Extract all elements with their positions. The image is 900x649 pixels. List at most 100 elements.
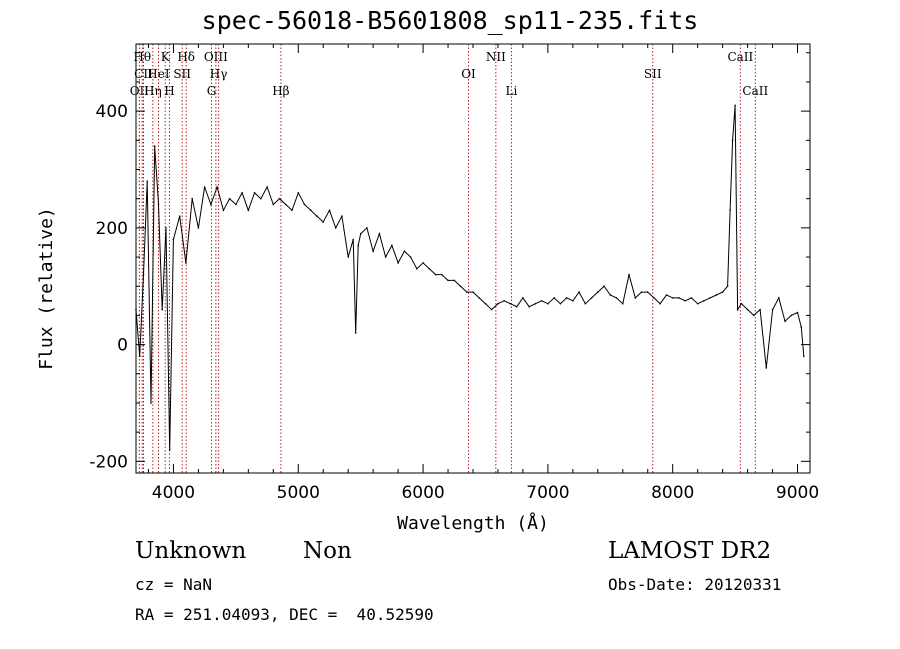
data-point bbox=[228, 197, 231, 200]
data-point bbox=[347, 256, 350, 258]
data-point bbox=[497, 302, 499, 305]
data-point bbox=[216, 186, 218, 188]
data-point bbox=[634, 297, 637, 299]
chart-title: spec-56018-B5601808_sp11-235.fits bbox=[201, 6, 699, 35]
data-point bbox=[522, 297, 524, 299]
line-marker-label: Hδ bbox=[177, 50, 195, 64]
data-point bbox=[328, 209, 331, 212]
data-point bbox=[150, 402, 152, 404]
redshift-cz: cz = NaN bbox=[135, 575, 213, 594]
object-class: Unknown bbox=[135, 538, 247, 564]
data-point bbox=[515, 305, 518, 308]
data-point bbox=[172, 238, 175, 241]
data-point bbox=[278, 197, 281, 200]
data-point bbox=[434, 273, 437, 276]
data-point bbox=[384, 256, 387, 258]
data-point bbox=[459, 285, 462, 288]
data-point bbox=[260, 197, 262, 200]
data-point bbox=[484, 302, 487, 305]
data-point bbox=[266, 186, 268, 188]
line-marker-label: Hγ bbox=[210, 67, 228, 81]
line-marker-label: OII bbox=[130, 84, 150, 98]
data-point bbox=[222, 209, 225, 212]
data-point bbox=[441, 273, 443, 276]
line-marker-label: G bbox=[207, 84, 217, 98]
data-point bbox=[765, 367, 768, 369]
line-marker-label: K bbox=[161, 50, 171, 64]
line-marker-label: Hβ bbox=[272, 84, 289, 98]
data-point bbox=[322, 221, 325, 223]
data-point bbox=[178, 215, 181, 217]
data-point bbox=[759, 308, 761, 311]
data-point bbox=[796, 311, 799, 314]
data-point bbox=[291, 209, 293, 212]
survey-name: LAMOST DR2 bbox=[608, 538, 772, 564]
data-point bbox=[597, 291, 599, 293]
data-point bbox=[615, 297, 618, 299]
data-point bbox=[157, 203, 160, 206]
data-point bbox=[665, 294, 668, 296]
data-point bbox=[709, 297, 711, 299]
data-point bbox=[528, 305, 530, 308]
data-point bbox=[472, 291, 474, 293]
data-point bbox=[603, 285, 605, 288]
data-point bbox=[297, 192, 300, 194]
data-point bbox=[391, 244, 393, 247]
data-point bbox=[790, 314, 793, 317]
line-marker-label: Li bbox=[506, 84, 518, 98]
axis-ticks: 4000 5000 6000 7000 8000 9000 -200 0 200 400 bbox=[89, 44, 819, 503]
line-marker-label: HeI bbox=[147, 67, 170, 81]
data-point bbox=[726, 285, 729, 288]
y-tick-label: 400 bbox=[96, 102, 128, 122]
data-point bbox=[168, 448, 171, 451]
data-point bbox=[653, 297, 655, 299]
data-point bbox=[165, 227, 167, 229]
data-point bbox=[138, 355, 141, 358]
data-point bbox=[740, 302, 743, 305]
data-point bbox=[734, 104, 736, 107]
data-point bbox=[447, 279, 449, 282]
y-tick-label: 200 bbox=[96, 219, 128, 239]
data-point bbox=[146, 180, 148, 182]
data-point bbox=[503, 300, 506, 302]
axis-labels: Wavelength (Å) Flux (relative) bbox=[36, 207, 549, 534]
data-point bbox=[678, 297, 680, 299]
spectrum-series bbox=[135, 104, 805, 451]
x-tick-label: 9000 bbox=[776, 483, 819, 503]
data-point bbox=[778, 297, 780, 299]
data-point bbox=[731, 139, 734, 142]
data-point bbox=[578, 291, 580, 293]
data-point bbox=[191, 197, 193, 200]
data-point bbox=[341, 215, 343, 217]
data-point bbox=[378, 232, 381, 235]
data-point bbox=[584, 302, 587, 305]
data-point bbox=[509, 302, 512, 305]
y-tick-label: -200 bbox=[89, 452, 128, 472]
data-point bbox=[357, 244, 360, 247]
data-point bbox=[403, 250, 406, 252]
line-marker-label: SII bbox=[173, 67, 191, 81]
data-point bbox=[803, 355, 805, 358]
data-point bbox=[490, 308, 493, 311]
data-point bbox=[142, 273, 145, 276]
data-point bbox=[197, 227, 200, 229]
data-point bbox=[628, 273, 630, 276]
data-point bbox=[272, 203, 275, 206]
x-tick-label: 4000 bbox=[152, 483, 195, 503]
observation-date: Obs-Date: 20120331 bbox=[608, 575, 782, 594]
data-point bbox=[715, 294, 718, 296]
data-point bbox=[736, 308, 739, 311]
data-point bbox=[241, 192, 243, 194]
data-point bbox=[684, 300, 686, 302]
line-marker-label: CaII bbox=[727, 50, 753, 64]
x-tick-label: 7000 bbox=[526, 483, 569, 503]
data-point bbox=[334, 227, 337, 229]
object-subclass: Non bbox=[303, 538, 352, 564]
data-point bbox=[553, 297, 555, 299]
data-point bbox=[316, 215, 318, 217]
data-point bbox=[153, 145, 156, 147]
x-axis-label: Wavelength (Å) bbox=[397, 512, 549, 534]
line-marker-label: H bbox=[164, 84, 174, 98]
data-point bbox=[409, 256, 412, 258]
